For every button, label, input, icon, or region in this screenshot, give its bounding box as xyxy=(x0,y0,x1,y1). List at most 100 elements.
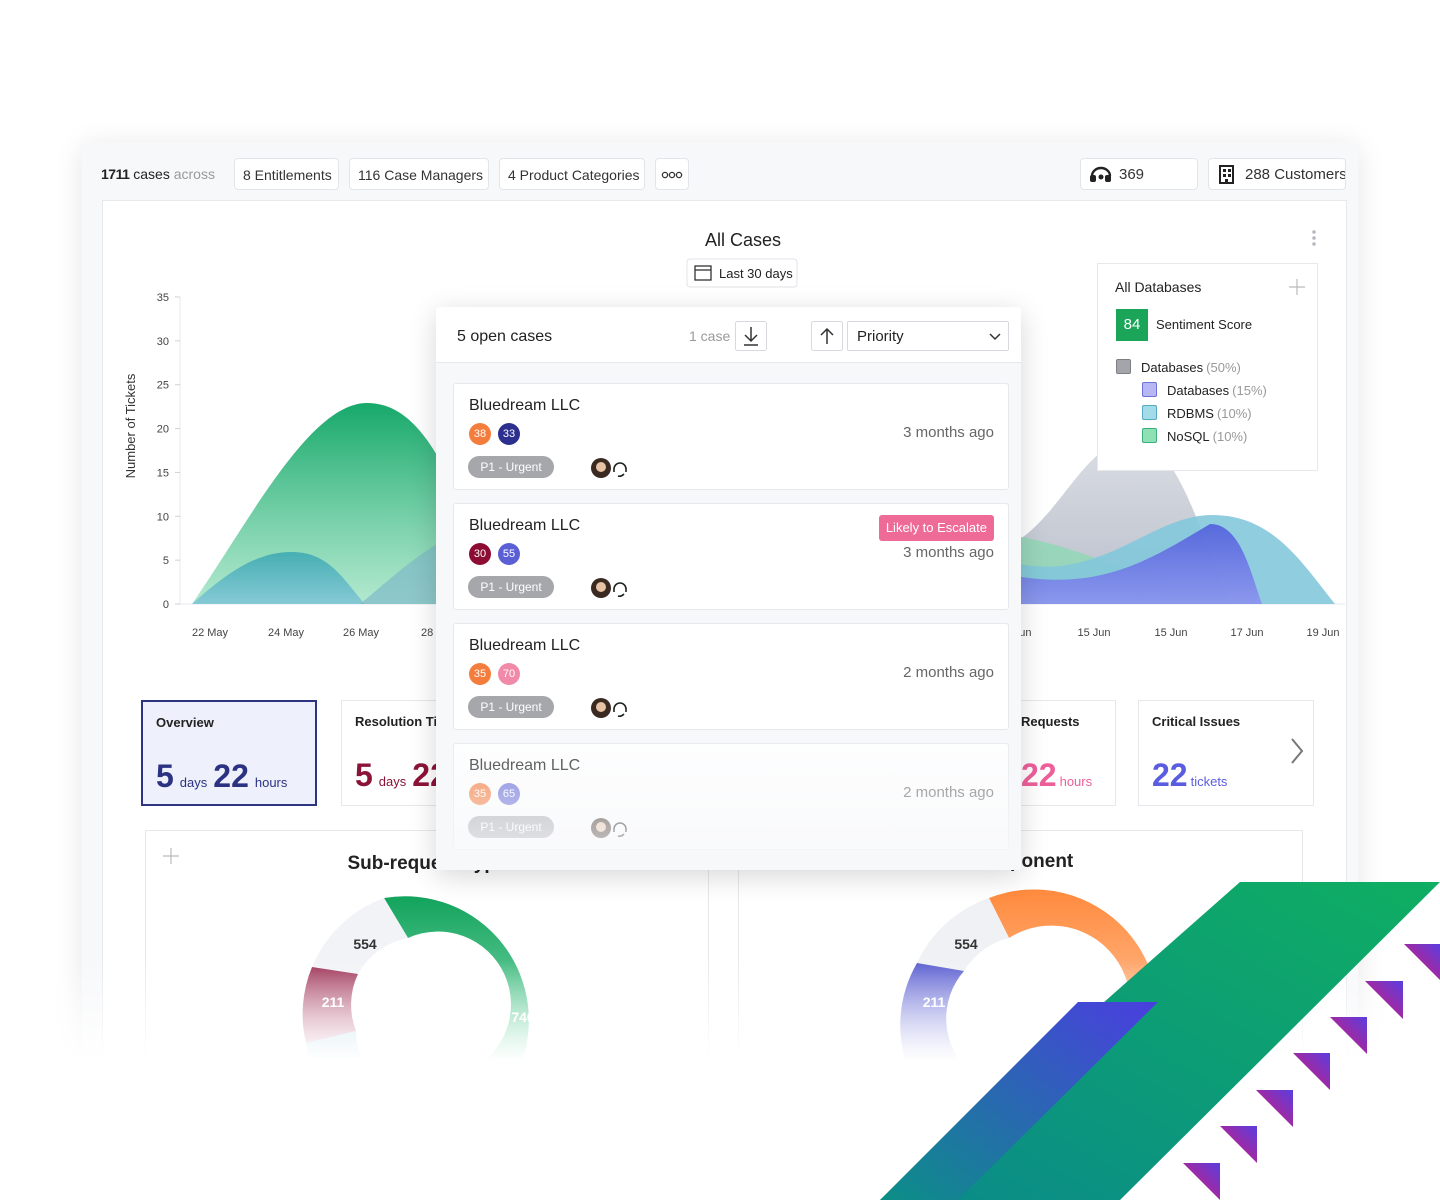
donut-segment xyxy=(312,898,408,974)
drag-icon[interactable] xyxy=(162,847,180,865)
y-tick-label: 35 xyxy=(157,292,169,304)
building-icon xyxy=(1219,165,1234,184)
assignee-icons xyxy=(591,698,627,718)
case-age: 2 months ago xyxy=(903,664,994,681)
download-button[interactable] xyxy=(735,321,767,351)
metric-title: Overview xyxy=(156,715,214,730)
triangles xyxy=(1183,944,1440,1200)
avatar-face xyxy=(596,462,606,472)
case-count: 1 case xyxy=(689,328,731,344)
case-name: Bluedream LLC xyxy=(469,637,581,654)
legend-item: Databases (15%) xyxy=(1142,382,1267,398)
y-axis-label: Number of Tickets xyxy=(123,373,138,478)
across-label: across xyxy=(173,166,215,182)
case-name: Bluedream LLC xyxy=(469,517,581,534)
metric-unit: tickets xyxy=(1190,774,1228,789)
legend-swatch xyxy=(1142,382,1157,397)
agents-chip[interactable]: 369 xyxy=(1080,158,1198,190)
open-cases-popup: 5 open cases 1 case Priority Bluedream L… xyxy=(436,307,1021,870)
legend-share: (50%) xyxy=(1206,360,1241,375)
sort-select[interactable]: Priority xyxy=(847,321,1009,351)
headset-icon xyxy=(613,582,627,598)
metric-number: 22 xyxy=(213,758,249,794)
area-purple xyxy=(1010,524,1262,604)
y-tick-label: 20 xyxy=(157,424,169,436)
headset-icon xyxy=(613,462,627,478)
donut-label: 554 xyxy=(353,936,377,952)
chart-menu[interactable] xyxy=(1312,230,1316,246)
agents-count: 369 xyxy=(1119,166,1145,183)
area-chart: All Cases Last 30 days Number of Tickets… xyxy=(123,230,1345,639)
headset-icon xyxy=(1090,166,1112,182)
case-managers-chip[interactable]: 116 Case Managers xyxy=(349,158,489,190)
case-summary: 1711 cases across xyxy=(101,166,215,182)
metric-number: 5 xyxy=(355,757,373,793)
list-fade xyxy=(436,737,1021,870)
drag-icon[interactable] xyxy=(1288,278,1306,296)
metric-unit: days xyxy=(179,775,208,790)
legend-item: Databases (50%) xyxy=(1116,359,1241,375)
overview-card[interactable]: Overview 5 days 22 hours xyxy=(141,700,317,806)
case-name: Bluedream LLC xyxy=(469,397,581,414)
area-teal xyxy=(192,552,365,604)
y-tick-label: 10 xyxy=(157,511,169,523)
x-tick-label: 17 Jun xyxy=(1230,627,1263,639)
sentiment-label: Sentiment Score xyxy=(1156,317,1253,332)
sentiment-score: 84 xyxy=(1116,309,1148,341)
popup-title: 5 open cases xyxy=(457,328,553,345)
legend-name: RDBMS xyxy=(1167,406,1214,421)
headset-icon xyxy=(613,702,627,718)
escalation-tag: Likely to Escalate xyxy=(878,515,994,541)
legend-item: RDBMS (10%) xyxy=(1142,405,1252,421)
score-badge: 30 xyxy=(469,543,491,565)
cases-label: cases xyxy=(133,166,170,182)
x-tick-label: 22 May xyxy=(192,627,229,639)
calendar-icon xyxy=(694,265,712,281)
case-card[interactable]: Bluedream LLC 38 33 P1 - Urgent 3 months ago xyxy=(453,383,1009,490)
legend-item: NoSQL (10%) xyxy=(1142,428,1247,444)
x-tick-label: 15 Jun xyxy=(1154,627,1187,639)
more-icon xyxy=(661,171,683,179)
area-teal-2 xyxy=(360,540,445,604)
metric-unit: days xyxy=(378,774,407,789)
entitlements-chip[interactable]: 8 Entitlements xyxy=(234,158,339,190)
y-tick-label: 15 xyxy=(157,467,169,479)
legend-name: NoSQL xyxy=(1167,429,1210,444)
metric-number: 22 xyxy=(1021,757,1057,793)
donut-label: 554 xyxy=(954,936,978,952)
x-tick-label: 24 May xyxy=(268,627,305,639)
score-badge: 55 xyxy=(498,543,520,565)
legend-panel: All Databases 84 Sentiment Score Databas… xyxy=(1097,263,1318,471)
date-range[interactable]: Last 30 days xyxy=(719,266,793,281)
priority-tag: P1 - Urgent xyxy=(468,696,554,718)
y-tick-label: 30 xyxy=(157,336,169,348)
legend-name: Databases xyxy=(1167,383,1230,398)
stripe-blue xyxy=(880,1002,1158,1200)
legend-title: All Databases xyxy=(1115,279,1202,295)
customers-chip[interactable]: 288 Customers xyxy=(1208,158,1346,190)
sort-direction-button[interactable] xyxy=(811,321,843,351)
date-range-button[interactable]: Last 30 days xyxy=(686,258,798,288)
next-arrow[interactable] xyxy=(1289,737,1305,765)
donut-segment xyxy=(917,898,1009,971)
more-button[interactable] xyxy=(655,158,689,190)
metric-unit: hours xyxy=(254,775,288,790)
critical-card[interactable]: Critical Issues 22 tickets xyxy=(1138,700,1314,806)
metric-number: 22 xyxy=(1152,757,1188,793)
avatar-face xyxy=(596,702,606,712)
priority-tag: P1 - Urgent xyxy=(468,576,554,598)
score-badge: 70 xyxy=(498,663,520,685)
assignee-icons xyxy=(591,578,627,598)
priority-tag: P1 - Urgent xyxy=(468,456,554,478)
case-card[interactable]: Bluedream LLC 30 55 P1 - Urgent 3 months ago… xyxy=(453,503,1009,610)
product-categories-chip[interactable]: 4 Product Categories xyxy=(499,158,645,190)
sort-label[interactable]: Priority xyxy=(857,328,904,345)
case-card[interactable]: Bluedream LLC 35 70 P1 - Urgent 2 months ago xyxy=(453,623,1009,730)
legend-share: (10%) xyxy=(1216,406,1252,421)
date-range-box[interactable] xyxy=(686,258,798,288)
legend-name: Databases xyxy=(1141,360,1204,375)
metric-number: 5 xyxy=(156,758,174,794)
